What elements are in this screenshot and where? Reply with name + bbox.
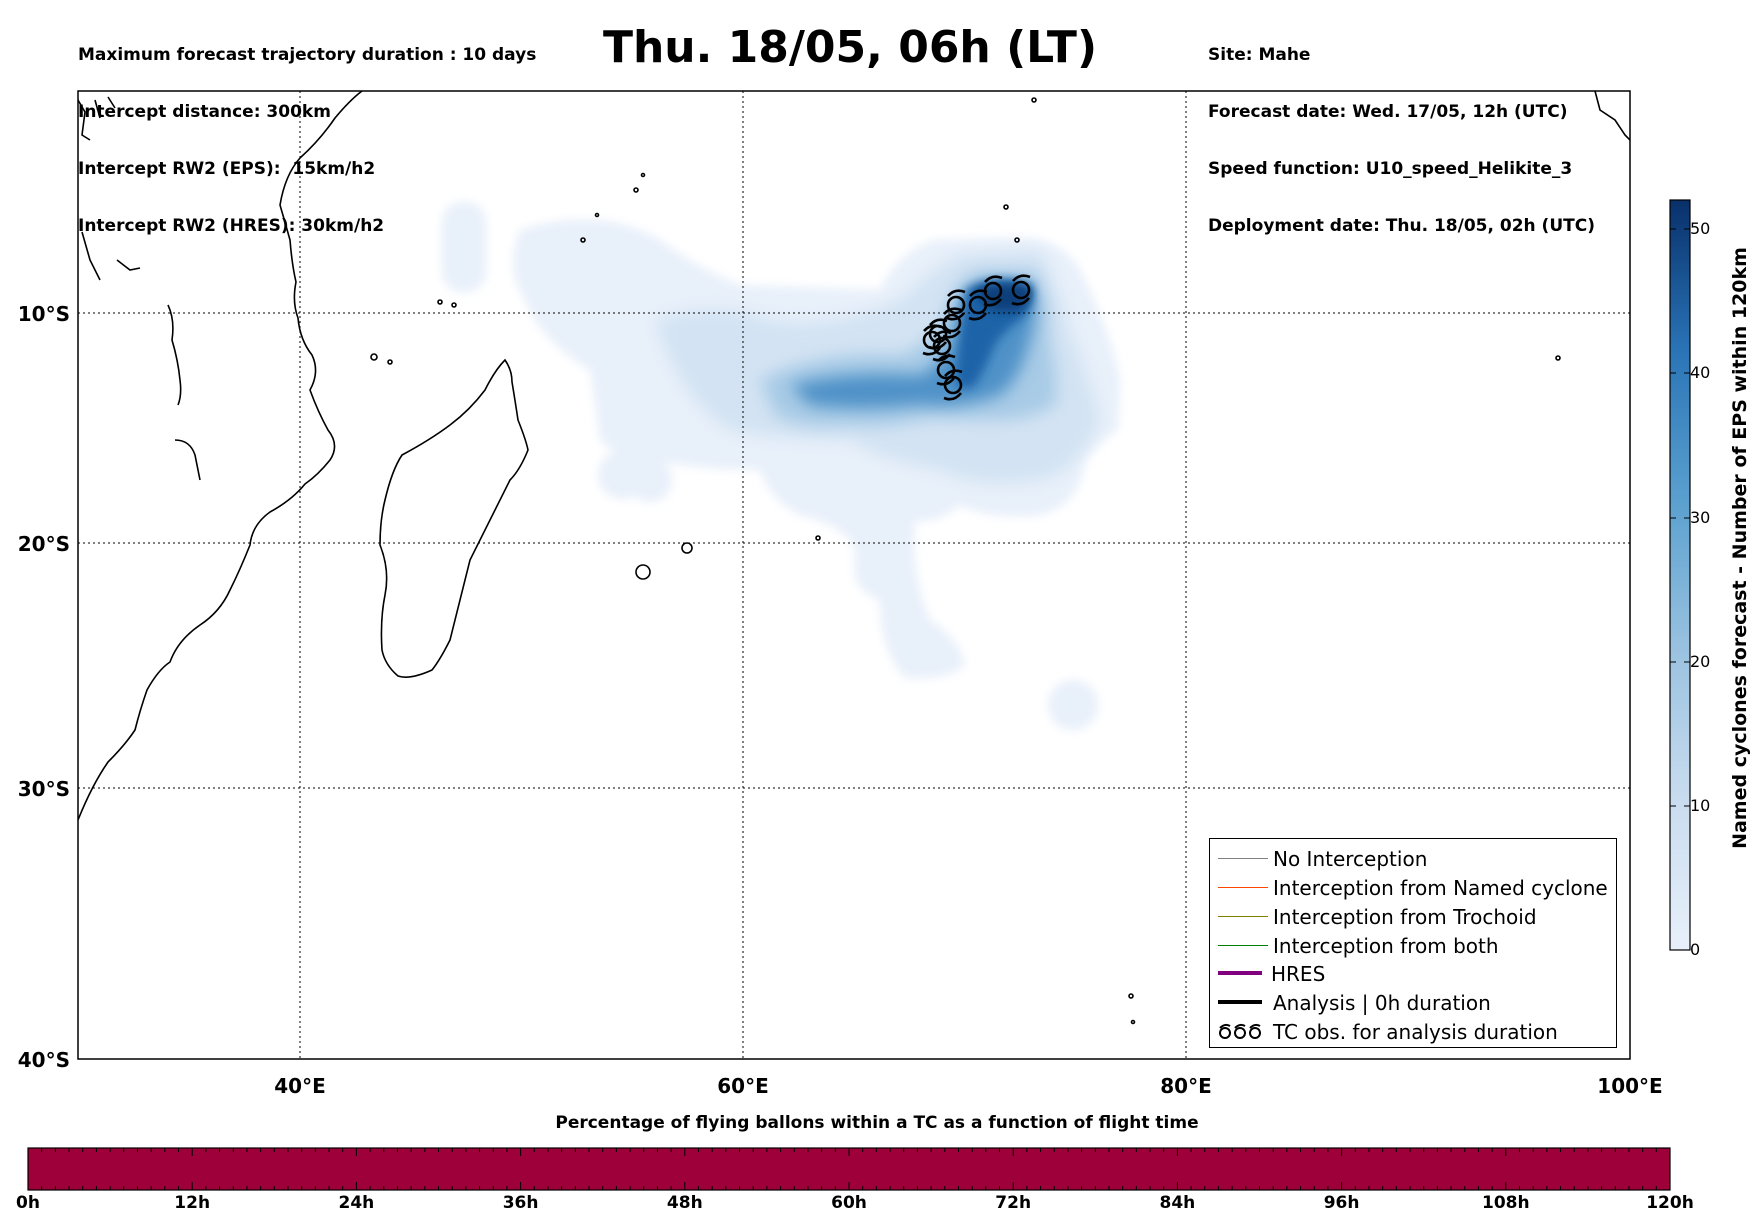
flight-bar-tick-label: 24h <box>338 1193 375 1213</box>
flight-bar-tick-label: 96h <box>1323 1193 1360 1213</box>
flight-bar-tick-label: 72h <box>995 1193 1032 1213</box>
colorbar-label: Named cyclones forecast - Number of EPS … <box>1729 247 1751 849</box>
colorbar-tick-label: 10 <box>1690 796 1711 815</box>
legend-item-both: Interception from both <box>1210 932 1616 960</box>
eps-density-field <box>442 202 1120 730</box>
info-line: Intercept RW2 (HRES): 30km/h2 <box>78 216 385 236</box>
legend: No Interception Interception from Named … <box>1209 838 1617 1048</box>
info-line: Site: Mahe <box>1208 45 1311 65</box>
legend-item-analysis: Analysis | 0h duration <box>1210 989 1616 1017</box>
madagascar-outline <box>379 358 529 678</box>
lat-label-30s: 30°S <box>17 777 70 801</box>
info-line: Intercept distance: 300km <box>78 102 331 122</box>
lat-label-20s: 20°S <box>17 532 70 556</box>
colorbar-tick-label: 20 <box>1690 652 1711 671</box>
coastlines <box>78 91 1630 1025</box>
legend-label: HRES <box>1271 962 1326 986</box>
flight-bar-tick-label: 0h <box>16 1193 40 1213</box>
legend-item-no-interception: No Interception <box>1210 845 1616 873</box>
flight-bar-tick-label: 108h <box>1482 1193 1530 1213</box>
lon-label-100e: 100°E <box>1597 1074 1663 1098</box>
info-line: Forecast date: Wed. 17/05, 12h (UTC) <box>1208 102 1568 122</box>
colorbar-tick-label: 50 <box>1690 219 1711 238</box>
lat-label-40s: 40°S <box>17 1048 70 1072</box>
colorbar-ticks <box>1670 228 1690 951</box>
legend-line-green <box>1218 945 1268 946</box>
info-line: Intercept RW2 (EPS): 15km/h2 <box>78 159 376 179</box>
flight-bar-tick-label: 36h <box>502 1193 539 1213</box>
map-frame <box>77 90 1631 1060</box>
legend-line-olive <box>1218 916 1268 917</box>
flight-bar-title: Percentage of flying ballons within a TC… <box>555 1113 1199 1133</box>
legend-label: Analysis | 0h duration <box>1273 991 1491 1015</box>
legend-item-trochoid: Interception from Trochoid <box>1210 903 1616 931</box>
graticule <box>78 91 1630 1059</box>
lat-label-10s: 10°S <box>17 302 70 326</box>
cyclone-icon <box>932 330 952 362</box>
legend-line-purple <box>1218 971 1262 975</box>
info-line: Speed function: U10_speed_Helikite_3 <box>1208 159 1573 179</box>
legend-label: Interception from both <box>1273 934 1499 958</box>
colorbar <box>1669 199 1691 951</box>
flight-bar-ticks <box>27 1148 1671 1190</box>
legend-item-tc-obs: TC obs. for analysis duration <box>1210 1018 1616 1046</box>
info-line: Maximum forecast trajectory duration : 1… <box>78 45 537 65</box>
deployment-info: Site: Mahe Forecast date: Wed. 17/05, 12… <box>1208 8 1595 255</box>
legend-item-hres: HRES <box>1210 960 1616 988</box>
legend-label: Interception from Named cyclone <box>1273 876 1608 900</box>
legend-label: Interception from Trochoid <box>1273 905 1537 929</box>
cyclone-icon <box>1011 274 1031 306</box>
cyclone-icon <box>946 289 966 321</box>
flight-bar-tick-label: 48h <box>666 1193 703 1213</box>
legend-line-orange <box>1218 887 1268 888</box>
map-title: Thu. 18/05, 06h (LT) <box>602 22 1098 73</box>
tc-observation-track <box>922 274 1031 401</box>
flight-bar-tick-label: 84h <box>1159 1193 1196 1213</box>
cyclone-icon <box>942 307 962 339</box>
flight-bar-tick-label: 120h <box>1646 1193 1694 1213</box>
legend-line-gray <box>1218 858 1268 859</box>
info-line: Deployment date: Thu. 18/05, 02h (UTC) <box>1208 216 1595 236</box>
forecast-parameters: Maximum forecast trajectory duration : 1… <box>78 8 536 255</box>
legend-line-black <box>1218 1000 1262 1004</box>
cyclone-icon <box>1219 1023 1261 1039</box>
colorbar-tick-label: 0 <box>1690 940 1701 959</box>
colorbar-tick-label: 30 <box>1690 508 1711 527</box>
colorbar-tick-label: 40 <box>1690 363 1711 382</box>
lon-label-60e: 60°E <box>717 1074 769 1098</box>
africa-coastline <box>78 91 363 821</box>
legend-item-named-cyclone: Interception from Named cyclone <box>1210 874 1616 902</box>
legend-label: TC obs. for analysis duration <box>1273 1020 1558 1044</box>
legend-label: No Interception <box>1273 847 1428 871</box>
flight-bar-tick-label: 12h <box>174 1193 211 1213</box>
cyclone-icon <box>983 275 1003 307</box>
flight-bar-tick-label: 60h <box>831 1193 867 1213</box>
lon-label-40e: 40°E <box>274 1074 326 1098</box>
lon-label-80e: 80°E <box>1160 1074 1212 1098</box>
